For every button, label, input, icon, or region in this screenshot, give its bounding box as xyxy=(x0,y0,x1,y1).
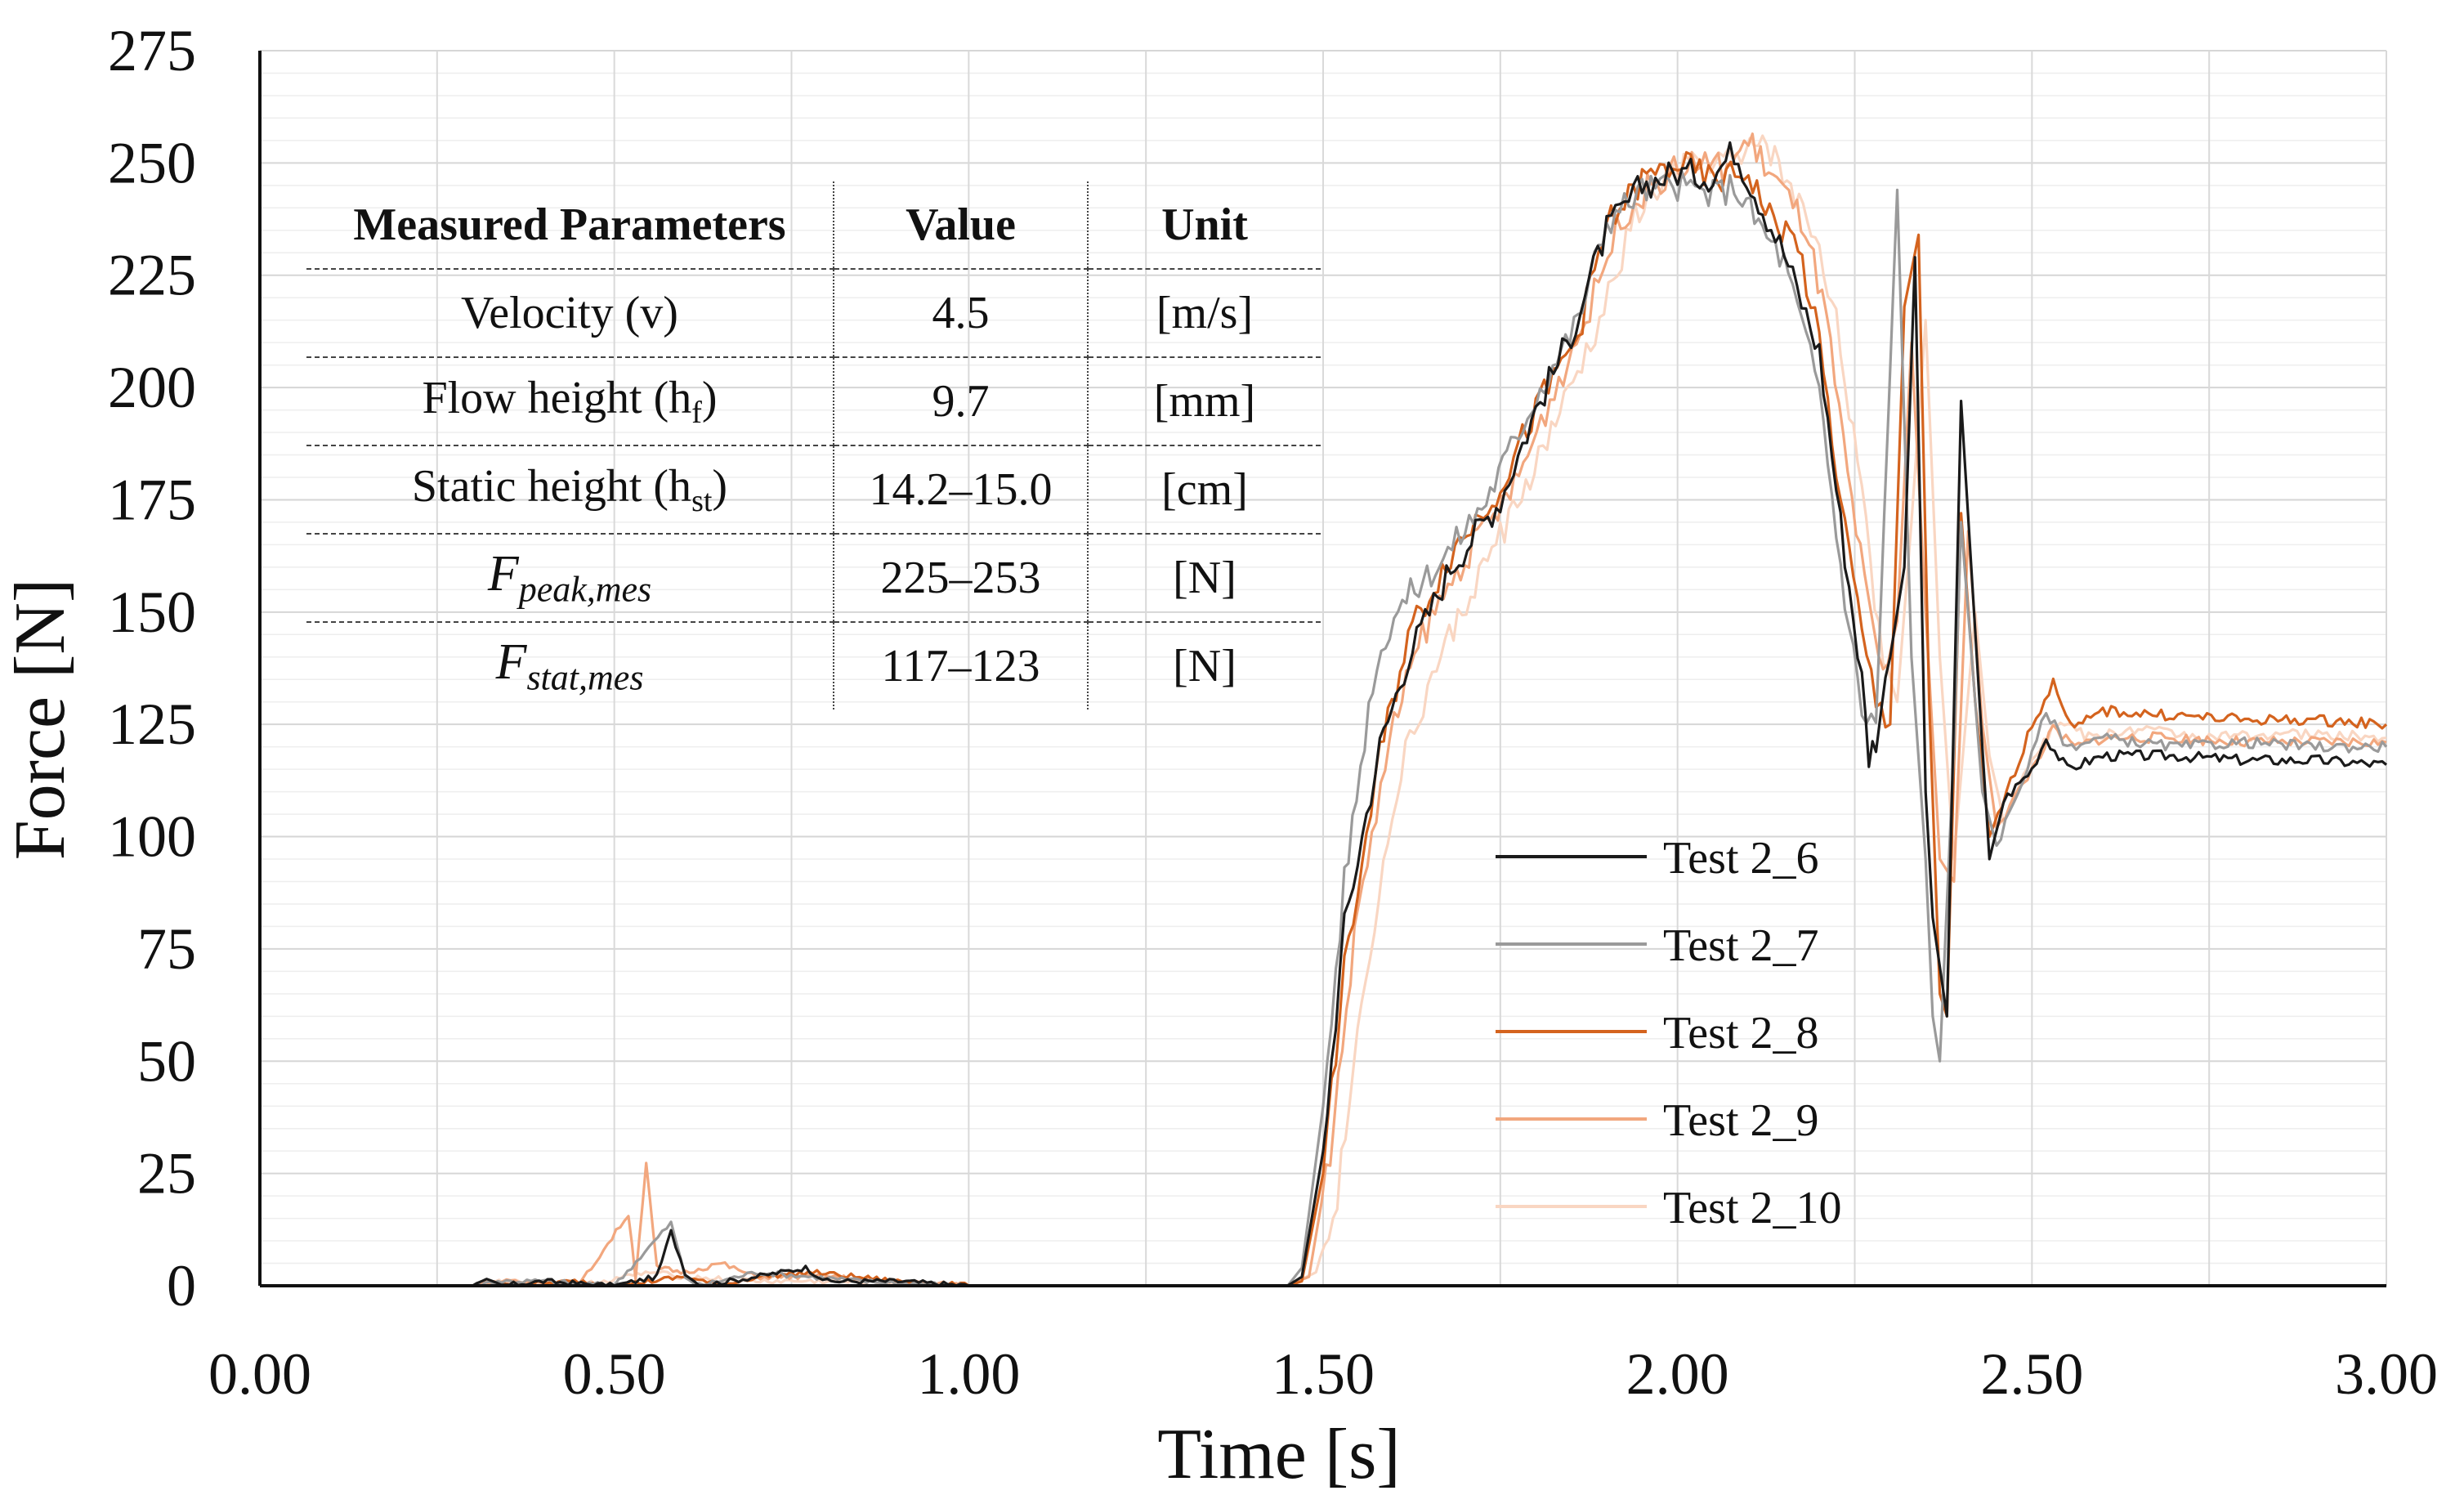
param-velocity: Velocity (v) xyxy=(306,269,834,358)
unit-flow-height: [mm] xyxy=(1088,357,1321,446)
axes xyxy=(258,51,2386,1287)
unit-static-height: [cm] xyxy=(1088,445,1321,535)
table-header-row: Measured Parameters Value Unit xyxy=(306,181,1321,270)
y-tick-label: 225 xyxy=(108,243,196,308)
legend: Test 2_6 Test 2_7 Test 2_8 Test 2_9 Test 2_1… xyxy=(1496,833,1842,1233)
legend-label: Test 2_8 xyxy=(1663,1008,1819,1059)
unit-static-force: [N] xyxy=(1173,641,1236,692)
y-tick-label: 50 xyxy=(137,1028,196,1094)
x-tick-label: 0.00 xyxy=(208,1341,311,1407)
legend-label: Test 2_6 xyxy=(1663,833,1819,884)
param-static-force: Fstat,mes xyxy=(306,622,834,709)
table-row: Velocity (v) 4.5 [m/s] xyxy=(306,269,1321,358)
y-axis-title: Force [N] xyxy=(1,579,80,861)
value-peak-force: 225–253 xyxy=(834,534,1089,623)
param-flow-height: Flow height (hf) xyxy=(306,357,834,446)
y-tick-label: 275 xyxy=(108,18,196,83)
x-tick-label: 1.50 xyxy=(1272,1341,1375,1407)
x-tick-label: 1.00 xyxy=(917,1341,1020,1407)
value-static-force: 117–123 xyxy=(834,622,1089,709)
y-tick-labels: 0 25 50 75 100 125 150 175 200 225 250 275 xyxy=(108,18,196,1318)
y-tick-label: 0 xyxy=(167,1253,196,1318)
value-flow-height: 9.7 xyxy=(834,357,1089,446)
table-row: Fpeak,mes 225–253 [N] xyxy=(306,534,1321,623)
measured-parameters-table: Measured Parameters Value Unit Velocity … xyxy=(306,181,1321,709)
series-line-test-2_10 xyxy=(260,134,2387,1287)
table-row: Static height (hst) 14.2–15.0 [cm] xyxy=(306,445,1321,535)
table-row: Flow height (hf) 9.7 [mm] xyxy=(306,357,1321,446)
x-axis-title: Time [s] xyxy=(1157,1415,1400,1494)
y-tick-label: 25 xyxy=(137,1141,196,1206)
x-tick-labels: 0.00 0.50 1.00 1.50 2.00 2.50 3.00 xyxy=(208,1341,2438,1407)
legend-label: Test 2_10 xyxy=(1663,1183,1842,1233)
table-row: Fstat,mes 117–123 [N] xyxy=(306,622,1321,709)
header-unit: Unit xyxy=(1088,181,1321,270)
x-tick-label: 2.50 xyxy=(1980,1341,2083,1407)
header-value: Value xyxy=(834,181,1089,270)
legend-label: Test 2_9 xyxy=(1663,1095,1819,1146)
param-static-height: Static height (hst) xyxy=(306,445,834,535)
legend-label: Test 2_7 xyxy=(1663,920,1819,971)
y-tick-label: 75 xyxy=(137,916,196,982)
value-static-height: 14.2–15.0 xyxy=(834,445,1089,535)
x-tick-label: 3.00 xyxy=(2335,1341,2438,1407)
header-parameters: Measured Parameters xyxy=(306,181,834,270)
y-tick-label: 150 xyxy=(108,580,196,645)
x-tick-label: 0.50 xyxy=(563,1341,666,1407)
x-tick-label: 2.00 xyxy=(1626,1341,1729,1407)
y-tick-label: 250 xyxy=(108,130,196,195)
y-tick-label: 125 xyxy=(108,692,196,757)
y-tick-label: 175 xyxy=(108,467,196,532)
y-tick-label: 100 xyxy=(108,804,196,870)
unit-velocity: [m/s] xyxy=(1088,269,1321,358)
value-velocity: 4.5 xyxy=(834,269,1089,358)
y-tick-label: 200 xyxy=(108,355,196,420)
unit-peak-force: [N] xyxy=(1088,534,1321,623)
param-peak-force: Fpeak,mes xyxy=(306,534,834,623)
